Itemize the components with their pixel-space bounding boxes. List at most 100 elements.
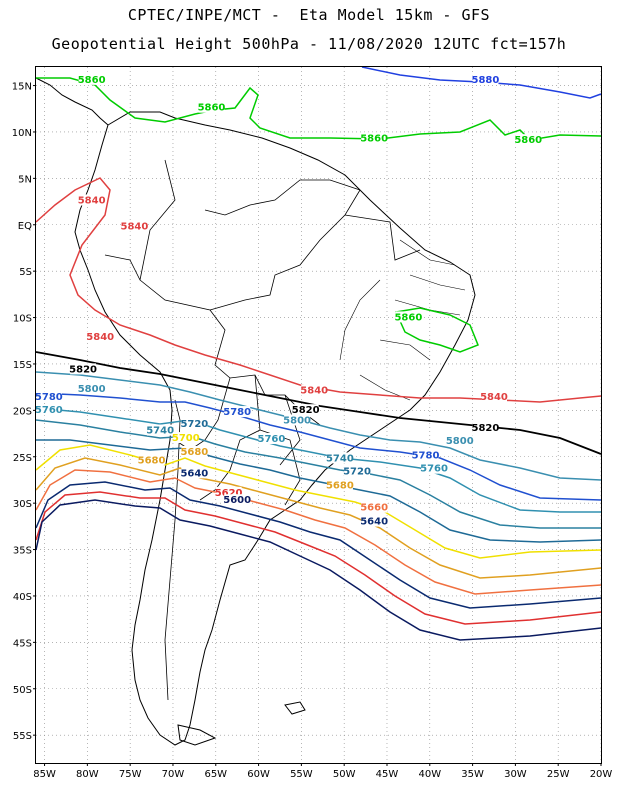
contour-label-bg — [515, 134, 542, 146]
contour-label-bg — [412, 449, 439, 461]
lat-tick-label: 50S — [13, 685, 32, 696]
lat-tick-label: 5S — [19, 267, 32, 278]
contour-label: 5780 — [412, 451, 440, 462]
contour-label: 5880 — [472, 75, 500, 86]
lon-tick-label: 25W — [547, 769, 570, 780]
title-line-1: CPTEC/INPE/MCT - Eta Model 15km - GFS — [127, 6, 491, 24]
contour-label-bg — [301, 384, 328, 396]
contour-label-bg — [326, 479, 353, 491]
contour-5800 — [35, 371, 602, 481]
contour-label-bg — [121, 220, 148, 232]
contour-label-bg — [480, 391, 507, 403]
contour-label-bg — [70, 363, 97, 375]
contour-label-bg — [258, 432, 285, 444]
lon-tick-label: 75W — [119, 769, 142, 780]
contour-5880 — [361, 66, 602, 99]
contour-label-bg — [472, 73, 499, 85]
lon-tick-label: 60W — [247, 769, 270, 780]
contour-label-bg — [147, 424, 174, 436]
contour-label-bg — [181, 445, 208, 457]
contour-label: 5860 — [198, 103, 226, 114]
contour-5820 — [35, 351, 602, 455]
contour-label: 5860 — [78, 75, 106, 86]
contour-label-bg — [181, 467, 208, 479]
country-borders — [104, 159, 421, 701]
contour-label-bg — [181, 418, 208, 430]
contour-label: 5640 — [180, 468, 208, 479]
lon-tick-label: 65W — [204, 769, 227, 780]
contour-label: 5780 — [223, 407, 251, 418]
contour-label-bg — [284, 414, 311, 426]
contour-label-bg — [87, 330, 114, 342]
contour-5600 — [35, 499, 602, 641]
contour-labels: 5880 5860 5860 5860 5860 5860 5840 5840 5840 5840… — [35, 73, 542, 528]
contour-5660 — [35, 469, 602, 595]
contour-lines — [35, 66, 602, 641]
contour-label-bg — [224, 494, 251, 506]
lat-tick-label: 30S — [13, 499, 32, 510]
contour-label-bg — [78, 73, 105, 85]
contour-5860-blob — [394, 307, 479, 353]
contour-5840 — [35, 177, 602, 403]
contour-label: 5760 — [35, 405, 63, 416]
contour-label: 5760 — [420, 464, 448, 475]
lon-tick-label: 20W — [590, 769, 613, 780]
contour-label-bg — [292, 404, 319, 416]
contour-label: 5680 — [138, 455, 166, 466]
contour-label: 5840 — [480, 392, 508, 403]
lon-tick-label: 85W — [33, 769, 56, 780]
lat-lon-grid — [36, 67, 602, 763]
contour-5860-north — [36, 77, 602, 141]
lat-tick-label: 45S — [13, 638, 32, 649]
contour-label-bg — [361, 132, 388, 144]
contour-label: 5660 — [360, 503, 388, 514]
contour-label-bg — [361, 515, 388, 527]
contour-label-bg — [198, 101, 225, 113]
lat-tick-label: EQ — [18, 221, 32, 232]
contour-label: 5740 — [146, 426, 174, 437]
contour-label-bg — [138, 454, 165, 466]
contour-label: 5860 — [394, 312, 422, 323]
contour-label: 5860 — [360, 133, 388, 144]
contour-label: 5780 — [35, 392, 63, 403]
lon-tick-label: 55W — [290, 769, 313, 780]
contour-5680 — [35, 457, 602, 579]
coastlines-and-borders — [35, 77, 476, 746]
falkland-islands — [284, 701, 306, 715]
lon-tick-label: 35W — [461, 769, 484, 780]
lat-tick-label: 15N — [12, 82, 32, 93]
contour-5620 — [35, 491, 602, 625]
lon-tick-label: 30W — [504, 769, 527, 780]
tierra-del-fuego — [177, 724, 217, 746]
contour-label: 5820 — [69, 364, 97, 375]
contour-label: 5620 — [215, 488, 243, 499]
contour-label-bg — [78, 194, 105, 206]
lon-tick-label: 40W — [418, 769, 441, 780]
contour-label-bg — [421, 462, 448, 474]
lat-tick-label: 10N — [12, 128, 32, 139]
contour-label-bg — [326, 452, 353, 464]
contour-label: 5800 — [78, 384, 106, 395]
lon-tick-label: 80W — [76, 769, 99, 780]
contour-label-bg — [395, 311, 422, 323]
south-america-coastline — [74, 111, 476, 746]
contour-label-bg — [215, 486, 242, 498]
contour-label-bg — [446, 434, 473, 446]
lat-tick-label: 40S — [13, 592, 32, 603]
contour-5780 — [35, 392, 602, 501]
contour-label: 5720 — [343, 466, 371, 477]
contour-label-bg — [344, 465, 371, 477]
lat-tick-label: 10S — [13, 314, 32, 325]
contour-5700 — [35, 444, 602, 559]
contour-label-bg — [472, 421, 499, 433]
contour-label: 5840 — [78, 195, 106, 206]
contour-label: 5840 — [300, 386, 328, 397]
lat-tick-label: 35S — [13, 546, 32, 557]
contour-5640 — [35, 481, 602, 609]
axis-ticks: 15N 10N 5N EQ 5S 10S 15S 20S 25S 30S 35S 40S 45S 50S 5… — [12, 82, 613, 780]
lon-tick-label: 45W — [376, 769, 399, 780]
lat-tick-label: 25S — [13, 453, 32, 464]
contour-label: 5800 — [446, 436, 474, 447]
lon-tick-label: 70W — [162, 769, 185, 780]
